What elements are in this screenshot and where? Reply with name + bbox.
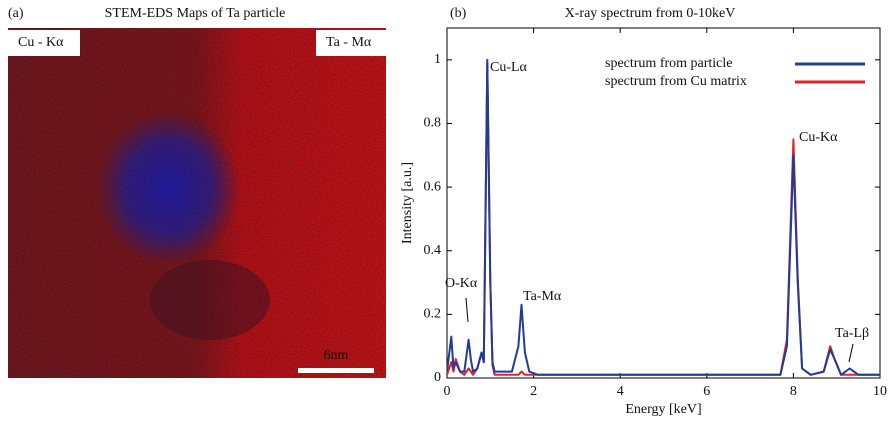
annotation-pointer: [848, 343, 854, 363]
x-tick-label: 6: [703, 384, 710, 399]
label-box: [316, 30, 386, 56]
legend-label: spectrum from particle: [605, 56, 733, 71]
annotation-pointer: [465, 297, 469, 323]
y-tick-label: 0.6: [424, 179, 442, 194]
scale-label: 6nm: [324, 348, 349, 363]
x-tick-label: 10: [873, 384, 887, 399]
map-label: Cu - Kα: [18, 35, 64, 50]
y-tick-label: 0.2: [424, 307, 442, 322]
spectrum-line: [447, 62, 880, 376]
y-tick-label: 0.4: [424, 243, 442, 258]
scale-bar: [298, 368, 374, 373]
x-tick-label: 8: [790, 384, 797, 399]
peak-annotation: Cu-Kα: [799, 130, 838, 145]
y-tick-label: 0.8: [424, 116, 442, 131]
panel-label: (a): [8, 6, 24, 21]
peak-annotation: Cu-Lα: [490, 60, 528, 75]
panel-title: X-ray spectrum from 0-10keV: [565, 6, 736, 21]
x-tick-label: 0: [444, 384, 451, 399]
plot-area: [447, 58, 880, 376]
panel-title: STEM-EDS Maps of Ta particle: [105, 6, 286, 21]
peak-annotation: O-Kα: [445, 276, 478, 291]
peak-annotation: Ta-Lβ: [835, 326, 869, 341]
map-label: Ta - Mα: [326, 35, 372, 50]
plot-frame: [446, 27, 881, 379]
x-axis-label: Energy [keV]: [625, 402, 701, 417]
y-axis-label: Intensity [a.u.]: [400, 162, 415, 244]
peak-annotation: Ta-Mα: [523, 289, 562, 304]
x-tick-label: 2: [530, 384, 537, 399]
y-tick-label: 1: [434, 52, 441, 67]
x-tick-label: 4: [617, 384, 624, 399]
panel-label: (b): [450, 6, 467, 21]
label-box: [8, 30, 80, 56]
y-tick-label: 0: [434, 370, 441, 385]
spectrum-line: [447, 58, 880, 376]
noise: [8, 28, 386, 378]
legend-label: spectrum from Cu matrix: [605, 74, 747, 89]
